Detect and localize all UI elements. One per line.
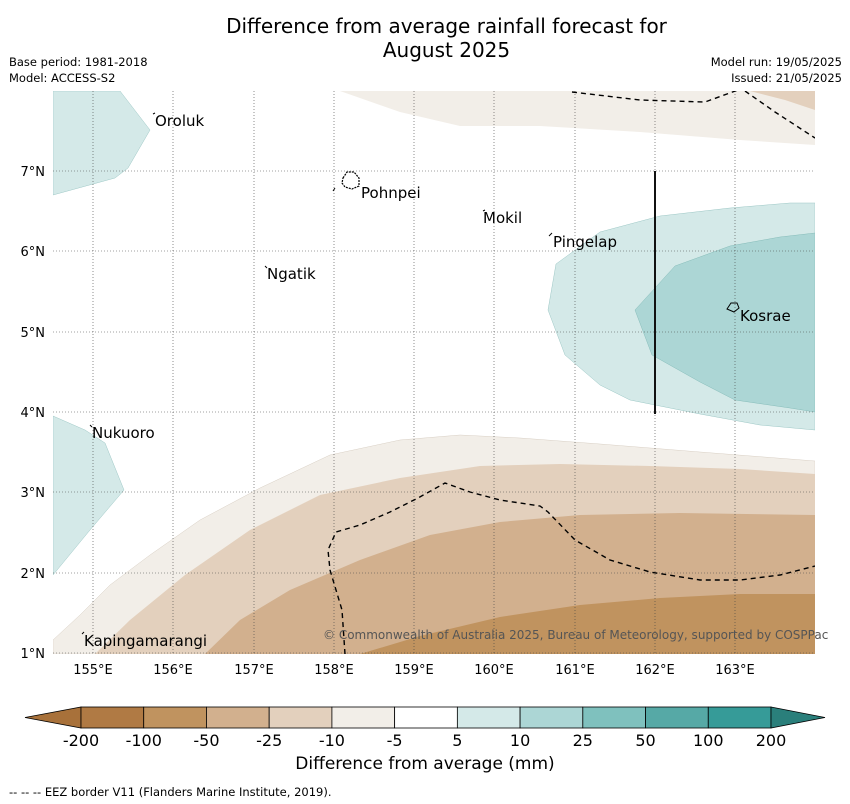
- contour-minus50: [360, 594, 815, 654]
- colorbar-segment: [456, 706, 521, 729]
- lat-tick-label: 6°N: [21, 245, 46, 260]
- base-period-text: Base period: 1981-2018: [9, 55, 148, 69]
- lon-tick-label: 156°E: [153, 663, 193, 678]
- lon-tick-label: 158°E: [314, 663, 354, 678]
- meta-right: Model run: 19/05/2025 Issued: 21/05/2025: [711, 54, 842, 86]
- lat-tick-label: 7°N: [21, 165, 46, 180]
- lon-tick-label: 160°E: [474, 663, 514, 678]
- pohnpei-island-shape: [341, 171, 360, 190]
- colorbar-tick-label: 200: [756, 731, 787, 750]
- lat-tick-label: 1°N: [21, 647, 46, 662]
- colorbar-tick-label: -50: [193, 731, 219, 750]
- colorbar-segment: [645, 706, 709, 729]
- copyright-text: © Commonwealth of Australia 2025, Bureau…: [323, 628, 829, 642]
- map-fill-layer: Oroluk Pohnpei Mokil Pingelap Ngatik Kos…: [53, 91, 815, 654]
- colorbar-segment: [707, 706, 772, 729]
- lat-tick-label: 3°N: [21, 486, 46, 501]
- place-label: Pohnpei: [361, 184, 421, 202]
- colorbar-tick-label: -5: [387, 731, 403, 750]
- place-label: Ngatik: [267, 265, 316, 283]
- nukuoro-mark: [89, 424, 93, 428]
- mokil-mark: [482, 209, 486, 212]
- colorbar: -200 -100 -50 -25 -10 -5 5 10 25 50 100 200: [24, 706, 826, 750]
- colorbar-tick-label: 10: [510, 731, 530, 750]
- lon-tick-label: 161°E: [555, 663, 595, 678]
- contour-top-minus5: [340, 91, 815, 145]
- islet-mark: [332, 187, 336, 192]
- lon-tick-label: 162°E: [635, 663, 675, 678]
- place-label: Kapingamarangi: [84, 632, 207, 650]
- map-title: Difference from average rainfall forecas…: [0, 14, 850, 62]
- colorbar-segment: [582, 706, 646, 729]
- pingelap-mark: [548, 232, 553, 237]
- colorbar-arrow-left: [24, 706, 82, 729]
- contour-top-minus10: [750, 91, 815, 110]
- title-line-2: August 2025: [382, 38, 511, 62]
- contour-wet-east-inner: [634, 232, 815, 413]
- colorbar-segment: [331, 706, 396, 729]
- kosrae-island-shape: [726, 302, 740, 313]
- colorbar-title: Difference from average (mm): [295, 754, 555, 774]
- place-label: Nukuoro: [92, 424, 155, 442]
- model-text: Model: ACCESS-S2: [9, 71, 116, 85]
- contour-wet-west-south: [53, 415, 125, 576]
- lon-tick-label: 157°E: [234, 663, 274, 678]
- colorbar-segment: [394, 706, 458, 729]
- latitude-axis: 1°N 2°N 3°N 4°N 5°N 6°N 7°N: [21, 165, 46, 662]
- place-label: Pingelap: [553, 233, 617, 251]
- ngatik-mark: [264, 265, 268, 269]
- oroluk-mark: [152, 112, 156, 115]
- colorbar-segment: [143, 706, 207, 729]
- eez-footnote: -- -- -- EEZ border V11 (Flanders Marine…: [9, 785, 332, 799]
- lat-tick-label: 4°N: [21, 406, 46, 421]
- colorbar-tick-label: -25: [256, 731, 282, 750]
- colorbar-segment: [80, 706, 145, 729]
- longitude-axis: 155°E 156°E 157°E 158°E 159°E 160°E 161°…: [73, 663, 755, 678]
- kapingamarangi-mark: [81, 631, 85, 635]
- gridlines: [53, 91, 815, 654]
- issued-text: Issued: 21/05/2025: [731, 71, 842, 85]
- lon-tick-label: 159°E: [394, 663, 434, 678]
- colorbar-tick-label: -10: [319, 731, 345, 750]
- model-run-text: Model run: 19/05/2025: [710, 55, 842, 69]
- meta-left: Base period: 1981-2018 Model: ACCESS-S2: [9, 54, 148, 86]
- lon-tick-label: 155°E: [73, 663, 113, 678]
- place-label: Oroluk: [155, 112, 204, 130]
- colorbar-tick-label: 100: [693, 731, 724, 750]
- title-line-1: Difference from average rainfall forecas…: [226, 14, 667, 38]
- lat-tick-label: 2°N: [21, 567, 46, 582]
- place-label: Mokil: [483, 209, 522, 227]
- colorbar-tick-label: -200: [63, 731, 99, 750]
- colorbar-segment: [268, 706, 333, 729]
- colorbar-tick-label: 5: [452, 731, 462, 750]
- colorbar-tick-label: 25: [573, 731, 593, 750]
- place-label: Kosrae: [740, 307, 791, 325]
- colorbar-tick-label: 50: [635, 731, 655, 750]
- eez-borders: [327, 91, 815, 654]
- contour-wet-west-north: [53, 91, 151, 196]
- lat-tick-label: 5°N: [21, 326, 46, 341]
- lon-tick-label: 163°E: [715, 663, 755, 678]
- colorbar-tick-label: -100: [126, 731, 162, 750]
- colorbar-segment: [206, 706, 270, 729]
- colorbar-segment: [519, 706, 584, 729]
- colorbar-arrow-right: [770, 706, 826, 729]
